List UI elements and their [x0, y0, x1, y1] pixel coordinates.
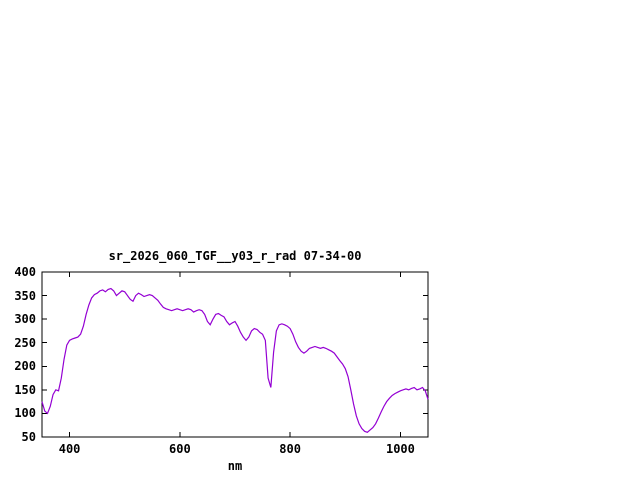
- y-tick-label: 300: [14, 312, 36, 327]
- y-tick-label: 50: [21, 430, 36, 444]
- plot-border: [41, 271, 429, 438]
- x-tick-label: 800: [279, 442, 301, 456]
- chart-title: sr_2026_060_TGF__y03_r_rad 07-34-00: [108, 249, 362, 263]
- spectrum-line-series: [41, 287, 429, 433]
- x-tick-label: 400: [58, 442, 81, 456]
- x-tick-label: 600: [169, 442, 191, 456]
- y-tick-label: 200: [14, 359, 36, 374]
- y-tick-label: 350: [14, 288, 36, 303]
- y-tick-label: 400: [14, 265, 36, 279]
- y-tick-label: 150: [14, 382, 36, 397]
- y-tick-label: 250: [14, 335, 36, 350]
- y-tick-label: 100: [14, 406, 36, 421]
- x-tick-label: 1000: [385, 442, 415, 456]
- x-axis-label: nm: [227, 459, 243, 473]
